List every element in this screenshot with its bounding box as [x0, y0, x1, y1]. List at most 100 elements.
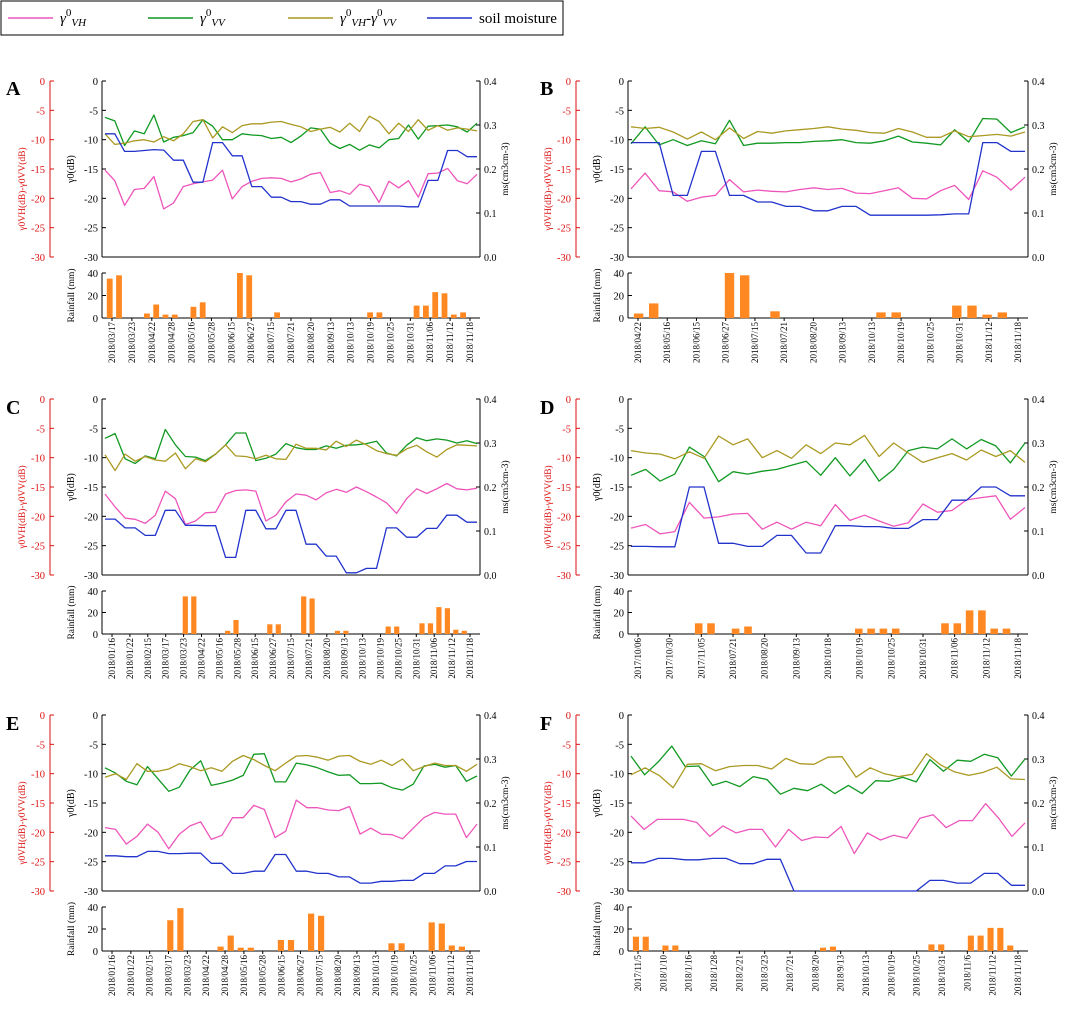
date-tick-label: 2018/07/21 [728, 638, 738, 679]
date-tick-label: 2018/06/15 [226, 322, 236, 364]
series-ms-line [631, 857, 1025, 892]
rain-bar [867, 628, 875, 634]
rain-bar [419, 623, 425, 635]
date-tick-label: 2018/10/19 [366, 322, 376, 364]
date-tick-label: 2018/10/31 [411, 638, 421, 679]
rain-axis-tick-label: 40 [614, 903, 625, 914]
left-axis-red-tick-label: -10 [557, 454, 571, 465]
left-axis-red-tick-label: -10 [31, 770, 45, 781]
ms-axis-tick-label: 0.1 [484, 527, 497, 538]
gamma-axis-tick-label: -25 [610, 542, 624, 553]
rain-axis-title: Rainfall (mm) [66, 902, 77, 956]
date-tick-label: 2018/11/06 [429, 638, 439, 679]
legend: γ0VH γ0VV γ0VH-γ0VV soil moisture [0, 0, 564, 36]
date-tick-label: 2018/10/31 [918, 638, 928, 679]
date-tick-label: 2018/05/28 [232, 638, 242, 680]
date-tick-label: 2018/11/12 [446, 955, 456, 996]
rain-bar [309, 598, 315, 634]
gamma-axis-tick-label: -30 [84, 887, 98, 898]
date-tick-label: 2018/11/06 [427, 955, 437, 996]
date-tick-label: 2017/10/06 [633, 638, 643, 680]
date-tick-label: 2018/10/31 [937, 955, 947, 996]
date-tick-label: 2018/03/23 [127, 322, 137, 364]
ms-axis-tick-label: 0.0 [1032, 253, 1045, 264]
left-axis-red-title: γ0VH(dB)-γ0VV(dB) [543, 465, 554, 549]
series-diff-line [104, 439, 478, 472]
panel-label: C [6, 397, 20, 419]
rain-bar [436, 607, 442, 634]
rain-bar [633, 313, 644, 318]
date-tick-label: 2018/04/22 [147, 322, 157, 363]
date-tick-label: 2018/07/15 [314, 955, 324, 997]
date-tick-label: 2018/10/13 [371, 955, 381, 997]
left-axis-red-tick-label: -25 [557, 542, 571, 553]
rain-axis-title: Rainfall (mm) [592, 902, 603, 956]
rain-bar [997, 927, 1004, 951]
rain-bar [952, 305, 962, 318]
series-vh-line [104, 799, 478, 850]
rain-bar [928, 944, 935, 951]
left-axis-red-title: γ0VH(dB)-γ0VV(dB) [543, 147, 554, 231]
date-tick-label: 2018/11/12 [445, 322, 455, 363]
date-tick-label: 2018/07/21 [304, 638, 314, 679]
rain-bar [318, 915, 325, 951]
left-axis-red-tick-label: -20 [557, 512, 571, 523]
date-tick-label: 2018/10/13 [346, 322, 356, 364]
date-tick-label: 2018/03/17 [107, 322, 117, 364]
left-axis-red-tick-label: 0 [40, 711, 45, 722]
ms-axis-tick-label: 0.0 [484, 887, 497, 898]
left-axis-red-tick-label: -15 [557, 799, 571, 810]
rain-bar [740, 275, 750, 319]
date-tick-label: 2018/07/15 [750, 322, 760, 364]
date-tick-label: 2018/06/27 [295, 955, 305, 997]
rain-bar [990, 628, 998, 634]
left-axis-red-tick-label: -25 [31, 858, 45, 869]
rain-axis-tick-label: 0 [93, 314, 98, 325]
rain-axis-tick-label: 20 [614, 609, 625, 620]
left-axis-red-tick-label: -30 [557, 253, 571, 264]
rain-bar [444, 608, 450, 634]
rain-bar [116, 275, 122, 319]
date-tick-label: 2018/10/19 [376, 638, 386, 680]
series-vh-line [104, 167, 478, 210]
rain-bar [941, 623, 949, 635]
rain-bar [275, 624, 281, 634]
date-tick-label: 2018/08/20 [760, 638, 770, 680]
rain-bar [770, 311, 780, 319]
left-axis-red-tick-label: -10 [31, 136, 45, 147]
gamma-axis-tick-label: -25 [84, 542, 98, 553]
ms-axis-tick-label: 0.4 [1032, 711, 1045, 722]
date-tick-label: 2018/11/06 [950, 638, 960, 679]
gamma-axis-tick-label: -20 [610, 828, 624, 839]
rain-bar [190, 306, 197, 319]
date-tick-label: 2018/04/28 [220, 955, 230, 997]
left-axis-red-title: γ0VH(dB)-γ0VV(dB) [17, 147, 28, 231]
series-vh-line [104, 482, 478, 526]
date-tick-label: 2018/03/23 [179, 638, 189, 680]
series-ms-line [631, 486, 1025, 554]
rain-bar [458, 946, 465, 951]
series-vv-line [630, 745, 1026, 795]
series-vv-line [630, 117, 1026, 147]
left-axis-red-tick-label: -5 [36, 740, 45, 751]
left-axis-red-tick-label: -10 [557, 770, 571, 781]
ms-axis-tick-label: 0.1 [1032, 843, 1045, 854]
date-tick-label: 2018/11/12 [981, 638, 991, 679]
rain-bar [388, 943, 395, 951]
rain-axis-tick-label: 0 [619, 630, 624, 641]
rain-bar [106, 278, 113, 318]
rain-bar [460, 312, 466, 318]
date-tick-label: 2018/07/21 [779, 322, 789, 363]
panel-label: A [6, 78, 21, 100]
series-diff-line [630, 753, 1026, 789]
gamma-axis-tick-label: -20 [84, 194, 98, 205]
series-vv-line [630, 438, 1026, 483]
date-tick-label: 2018/11/6 [962, 955, 972, 992]
gamma-axis-tick-label: -15 [610, 799, 624, 810]
gamma-axis-tick-label: -20 [84, 828, 98, 839]
gamma-axis-tick-label: -30 [84, 571, 98, 582]
gamma-axis-tick-label: -5 [89, 740, 98, 751]
rain-axis-title: Rainfall (mm) [592, 585, 603, 639]
date-tick-label: 2018/05/16 [239, 955, 249, 997]
rain-bar [1002, 628, 1011, 634]
